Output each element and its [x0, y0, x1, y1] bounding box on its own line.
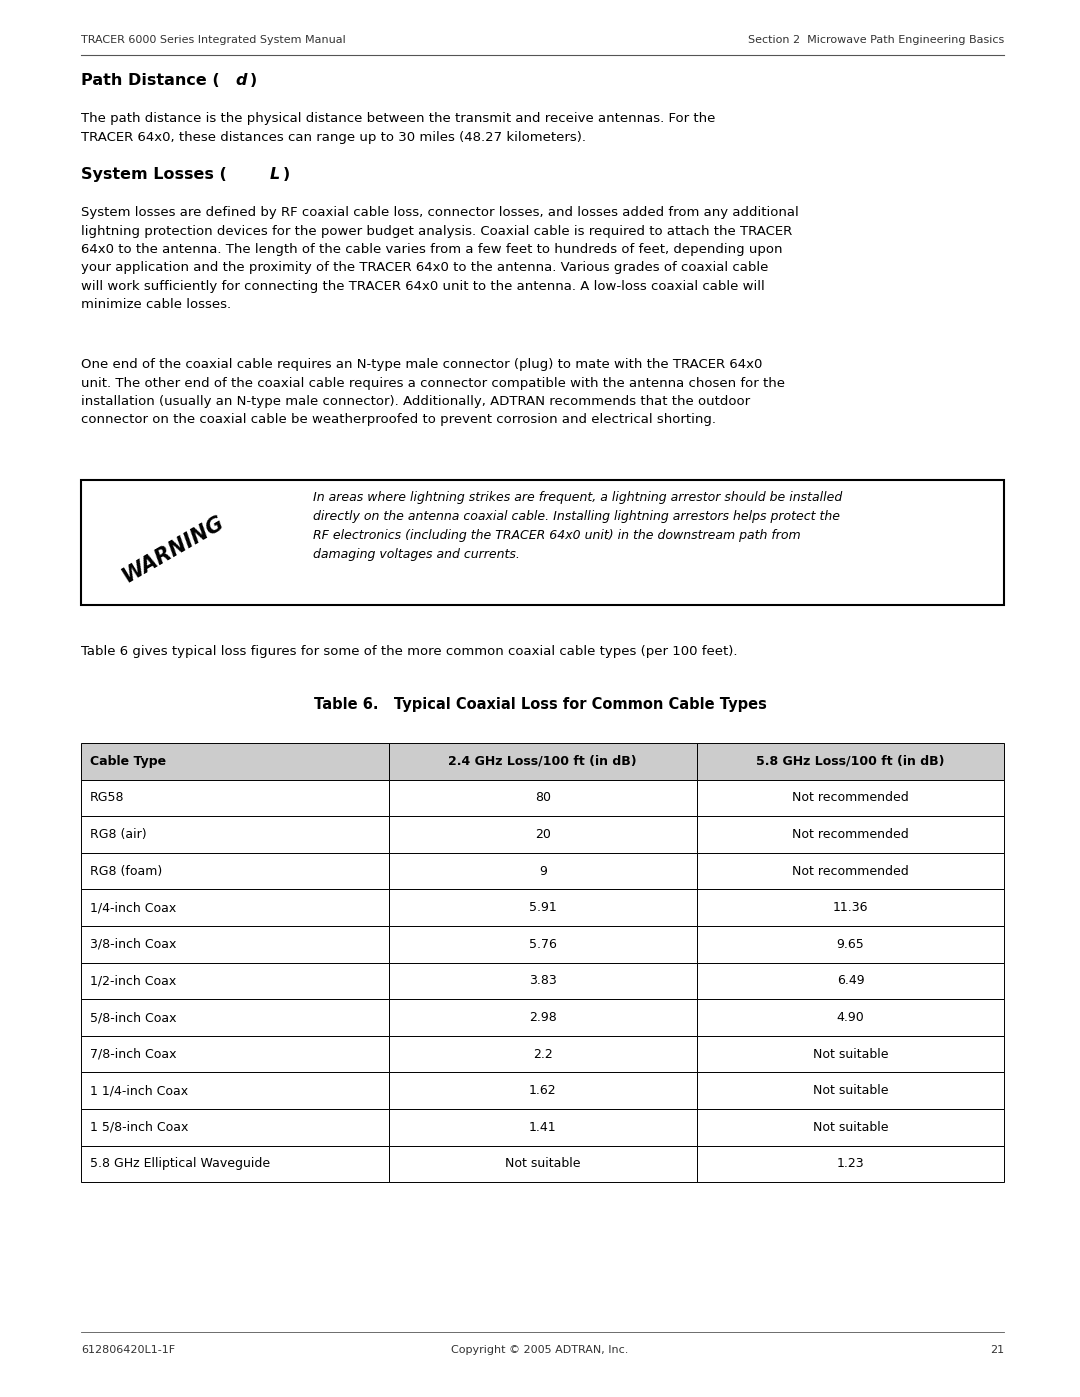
Bar [81, 816, 389, 852]
Bar [697, 926, 1004, 963]
Text: 9: 9 [539, 865, 546, 877]
Bar [697, 1073, 1004, 1109]
Bar [389, 852, 697, 890]
Bar [81, 852, 389, 890]
Text: 1 1/4-inch Coax: 1 1/4-inch Coax [90, 1084, 188, 1097]
Bar [389, 1109, 697, 1146]
Text: 2.2: 2.2 [532, 1048, 553, 1060]
Bar [697, 890, 1004, 926]
Text: ): ) [283, 168, 291, 182]
Text: One end of the coaxial cable requires an N-type male connector (plug) to mate wi: One end of the coaxial cable requires an… [81, 358, 785, 426]
Text: 5.76: 5.76 [529, 937, 556, 951]
Text: 2.4 GHz Loss/100 ft (in dB): 2.4 GHz Loss/100 ft (in dB) [448, 754, 637, 768]
Text: System Losses (: System Losses ( [81, 168, 227, 182]
Bar [389, 743, 697, 780]
Bar [81, 1035, 389, 1073]
Text: 9.65: 9.65 [837, 937, 864, 951]
Bar [389, 926, 697, 963]
Text: Copyright © 2005 ADTRAN, Inc.: Copyright © 2005 ADTRAN, Inc. [451, 1345, 629, 1355]
Text: 21: 21 [990, 1345, 1004, 1355]
Bar [697, 743, 1004, 780]
Text: WARNING: WARNING [119, 513, 227, 587]
Bar [389, 963, 697, 999]
Text: TRACER 6000 Series Integrated System Manual: TRACER 6000 Series Integrated System Man… [81, 35, 346, 45]
Text: Not recommended: Not recommended [792, 792, 909, 805]
Bar [81, 999, 389, 1035]
Bar [389, 1073, 697, 1109]
Text: 80: 80 [535, 792, 551, 805]
Text: RG8 (air): RG8 (air) [90, 828, 146, 841]
Bar [81, 1109, 389, 1146]
Text: 2.98: 2.98 [529, 1011, 556, 1024]
Text: 5/8-inch Coax: 5/8-inch Coax [90, 1011, 176, 1024]
Text: L: L [270, 168, 280, 182]
Text: 1/2-inch Coax: 1/2-inch Coax [90, 975, 176, 988]
Bar [697, 1035, 1004, 1073]
Bar [81, 780, 389, 816]
Text: 7/8-inch Coax: 7/8-inch Coax [90, 1048, 176, 1060]
Text: 1.41: 1.41 [529, 1120, 556, 1134]
Text: 612806420L1-1F: 612806420L1-1F [81, 1345, 175, 1355]
Text: Cable Type: Cable Type [90, 754, 165, 768]
Bar [697, 852, 1004, 890]
Text: Not suitable: Not suitable [813, 1120, 888, 1134]
Text: 5.8 GHz Loss/100 ft (in dB): 5.8 GHz Loss/100 ft (in dB) [756, 754, 945, 768]
Text: Table 6 gives typical loss figures for some of the more common coaxial cable typ: Table 6 gives typical loss figures for s… [81, 645, 738, 658]
Bar [389, 1035, 697, 1073]
Text: 3/8-inch Coax: 3/8-inch Coax [90, 937, 176, 951]
Text: 4.90: 4.90 [837, 1011, 864, 1024]
Bar [81, 1146, 389, 1182]
Text: Table 6.   Typical Coaxial Loss for Common Cable Types: Table 6. Typical Coaxial Loss for Common… [313, 697, 767, 712]
Text: 1 5/8-inch Coax: 1 5/8-inch Coax [90, 1120, 188, 1134]
Bar [697, 1109, 1004, 1146]
Text: 1.62: 1.62 [529, 1084, 556, 1097]
Text: Section 2  Microwave Path Engineering Basics: Section 2 Microwave Path Engineering Bas… [748, 35, 1004, 45]
Text: 3.83: 3.83 [529, 975, 556, 988]
Text: Not suitable: Not suitable [505, 1158, 580, 1171]
Bar [697, 999, 1004, 1035]
Bar [389, 816, 697, 852]
Bar [697, 780, 1004, 816]
Bar [389, 890, 697, 926]
Bar [389, 999, 697, 1035]
Text: Not recommended: Not recommended [792, 865, 909, 877]
Bar [81, 890, 389, 926]
Bar [81, 1073, 389, 1109]
Text: System losses are defined by RF coaxial cable loss, connector losses, and losses: System losses are defined by RF coaxial … [81, 205, 799, 312]
Text: 1/4-inch Coax: 1/4-inch Coax [90, 901, 176, 914]
Text: Not suitable: Not suitable [813, 1048, 888, 1060]
Bar [697, 1146, 1004, 1182]
Text: RG58: RG58 [90, 792, 124, 805]
Bar [389, 1146, 697, 1182]
Bar [81, 963, 389, 999]
Bar [81, 481, 1004, 605]
Bar [697, 816, 1004, 852]
Text: 5.8 GHz Elliptical Waveguide: 5.8 GHz Elliptical Waveguide [90, 1158, 270, 1171]
Bar [389, 780, 697, 816]
Text: d: d [235, 73, 247, 88]
Text: ): ) [249, 73, 257, 88]
Text: 5.91: 5.91 [529, 901, 556, 914]
Text: Not recommended: Not recommended [792, 828, 909, 841]
Text: 1.23: 1.23 [837, 1158, 864, 1171]
Text: Not suitable: Not suitable [813, 1084, 888, 1097]
Text: 20: 20 [535, 828, 551, 841]
Bar [697, 963, 1004, 999]
Text: Path Distance (: Path Distance ( [81, 73, 219, 88]
Bar [81, 743, 389, 780]
Text: 11.36: 11.36 [833, 901, 868, 914]
Text: 6.49: 6.49 [837, 975, 864, 988]
Text: RG8 (foam): RG8 (foam) [90, 865, 162, 877]
Bar [81, 926, 389, 963]
Text: The path distance is the physical distance between the transmit and receive ante: The path distance is the physical distan… [81, 112, 715, 144]
Text: In areas where lightning strikes are frequent, a lightning arrestor should be in: In areas where lightning strikes are fre… [313, 490, 842, 562]
